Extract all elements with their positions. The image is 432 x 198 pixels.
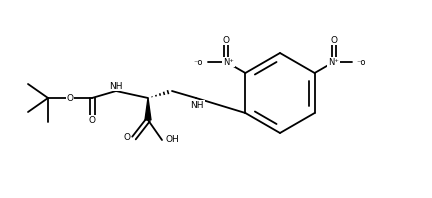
Text: NH: NH bbox=[109, 82, 123, 90]
Text: O: O bbox=[223, 35, 230, 45]
Text: O: O bbox=[67, 93, 73, 103]
Text: N⁺: N⁺ bbox=[328, 57, 339, 67]
Text: O: O bbox=[89, 115, 95, 125]
Text: ⁻o: ⁻o bbox=[194, 57, 203, 67]
Text: NH: NH bbox=[190, 101, 204, 109]
Text: OH: OH bbox=[166, 135, 180, 145]
Polygon shape bbox=[145, 98, 151, 120]
Text: O: O bbox=[330, 35, 337, 45]
Text: O: O bbox=[123, 133, 130, 143]
Text: N⁺: N⁺ bbox=[223, 57, 234, 67]
Text: ⁻o: ⁻o bbox=[357, 57, 366, 67]
